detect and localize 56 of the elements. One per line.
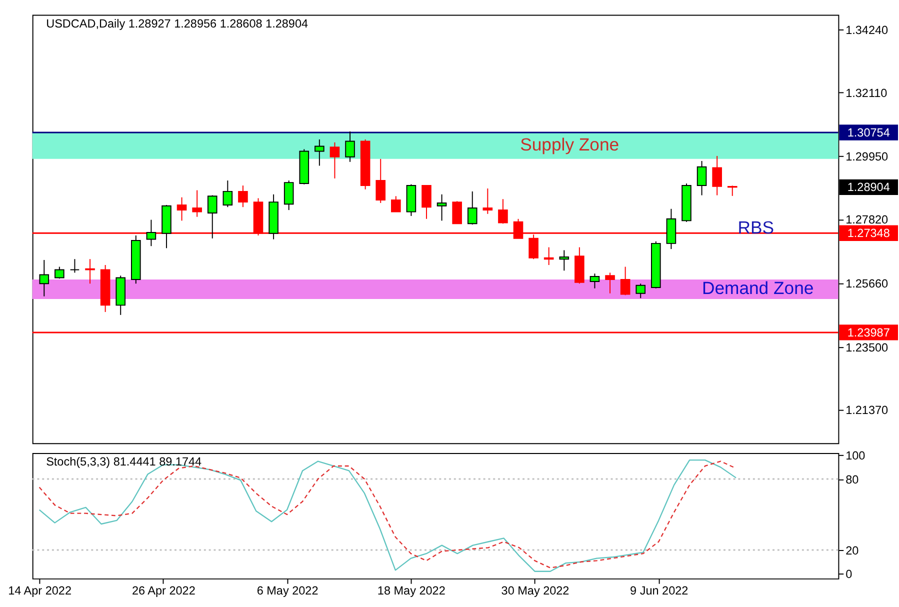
candlestick [39,259,50,297]
candlestick [314,138,324,166]
chart-title: Stoch(5,3,3) 81.4441 89.1744 [46,456,202,469]
candlestick [391,196,401,212]
candlestick [436,194,447,222]
ref-line-label: 1.27348 [847,227,890,240]
y-tick-label: 1.29950 [846,150,889,164]
candlestick [620,266,630,296]
candlestick [207,194,218,239]
candlestick [192,190,202,218]
candlestick [422,185,432,220]
candlestick [696,160,707,196]
candlestick [544,246,554,266]
chart-title: USDCAD,Daily 1.28927 1.28956 1.28608 1.28904 [46,17,308,30]
candlestick [467,190,478,226]
candlestick [452,200,462,224]
candlestick [54,266,64,280]
candlestick [238,185,248,208]
band-label: Demand Zone [702,278,814,298]
band-label: Supply Zone [520,134,620,155]
candlestick [70,258,80,274]
annotation: RBS [738,217,774,238]
candlestick [482,188,493,214]
ref-line-label: 1.30754 [847,126,890,140]
y-tick-label: 100 [846,450,866,463]
candlestick [222,180,233,208]
y-tick-label: 20 [846,544,860,558]
text: 1.28904 [847,181,890,194]
y-tick-label: 1.21370 [846,404,889,418]
x-tick-label: 6 May 2022 [256,584,318,598]
candlestick [727,185,738,196]
y-tick-label: 80 [846,473,860,486]
y-tick-label: 1.27820 [846,214,889,227]
candlestick [146,219,156,247]
x-tick-label: 9 Jun 2022 [630,584,688,598]
candlestick [605,272,615,294]
candlestick [590,273,600,289]
candlestick [636,283,646,299]
candlestick [176,196,187,222]
x-tick-label: 30 May 2022 [501,584,570,598]
candlestick [284,180,294,211]
y-tick-label: 1.32110 [846,86,888,100]
x-tick-label: 26 Apr 2022 [132,584,196,598]
x-tick-label: 18 May 2022 [377,584,446,598]
candlestick [498,198,508,224]
candlestick [559,250,570,272]
ref-line-label: 1.23987 [847,326,890,340]
y-tick-label: 1.23500 [846,341,889,354]
candlestick [376,158,386,204]
candlestick [345,130,355,162]
y-tick-label: 0 [846,568,853,582]
candlestick [330,142,340,179]
y-tick-label: 1.25660 [846,277,889,290]
y-tick-label: 1.34240 [846,24,889,37]
candlestick [712,155,722,196]
x-tick-label: 14 Apr 2022 [8,584,72,598]
